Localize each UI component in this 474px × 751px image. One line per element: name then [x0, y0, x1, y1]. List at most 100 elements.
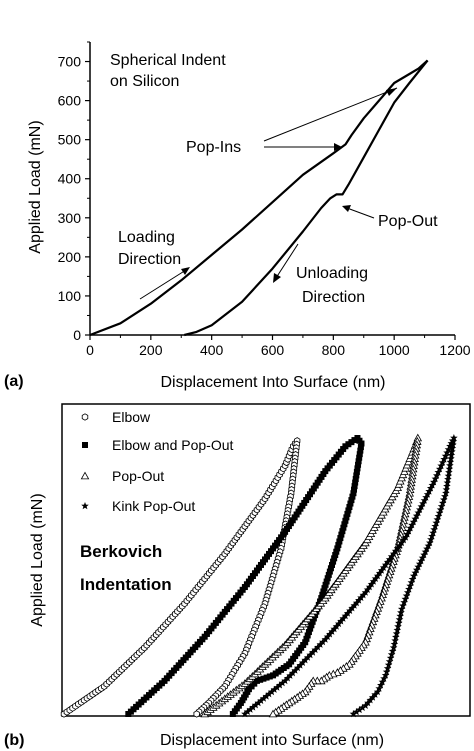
panel-a-title-line1: Spherical Indent [110, 52, 226, 69]
data-point [293, 663, 302, 672]
data-point [351, 437, 358, 444]
data-point [435, 509, 444, 517]
data-point [438, 499, 447, 507]
data-point [401, 533, 410, 541]
data-point [308, 622, 315, 629]
data-point [303, 653, 312, 661]
panel-a-label: (a) [4, 373, 24, 390]
data-point [326, 630, 334, 638]
data-point [380, 674, 388, 682]
data-point [440, 455, 448, 463]
data-point [384, 661, 393, 669]
data-point [449, 437, 458, 445]
data-point [405, 585, 413, 593]
data-point [357, 444, 364, 451]
data-point [395, 619, 403, 627]
data-point [309, 618, 316, 625]
data-point [350, 490, 357, 497]
data-point [307, 625, 314, 632]
data-point [448, 444, 457, 452]
x-tick-label: 1200 [439, 342, 470, 358]
legend-marker-pop-out [80, 471, 90, 480]
data-point [306, 651, 314, 659]
data-point [340, 524, 347, 531]
berkovich-label-line1: Berkovich [80, 542, 162, 561]
data-point [375, 684, 383, 692]
berkovich-label-line2: Indentation [80, 575, 172, 594]
unloading-arrow [275, 243, 299, 279]
data-point [348, 497, 355, 504]
data-point [341, 612, 350, 620]
data-point [371, 690, 379, 698]
x-tick-label: 600 [261, 342, 285, 358]
data-point [343, 514, 350, 521]
data-point [332, 622, 341, 630]
data-point [316, 640, 325, 648]
data-point [393, 626, 402, 634]
data-point [352, 599, 361, 607]
y-tick-label: 0 [73, 327, 81, 343]
panel-a-curves [89, 59, 429, 337]
data-point [301, 656, 309, 664]
data-point [446, 461, 454, 469]
data-point [397, 605, 406, 613]
data-point [437, 502, 446, 510]
panel-a-x-label: Displacement Into Surface (nm) [161, 374, 386, 391]
data-point [355, 705, 364, 714]
data-point [431, 522, 439, 530]
legend-marker-symbol [82, 442, 88, 448]
data-point [303, 635, 310, 642]
unloading-arrowhead [273, 273, 281, 283]
data-point [330, 625, 338, 633]
data-point [444, 445, 453, 453]
data-point [342, 443, 349, 450]
data-point [434, 468, 442, 476]
data-point [429, 528, 437, 537]
data-point [337, 535, 344, 542]
data-point [389, 643, 398, 651]
data-point [260, 675, 267, 682]
data-point [354, 465, 361, 472]
pop-ins-arrowhead-lower [334, 143, 342, 151]
data-point [330, 558, 337, 565]
data-point [265, 690, 273, 698]
data-point [311, 645, 320, 654]
data-point [193, 710, 200, 718]
data-point [430, 525, 438, 533]
data-point [357, 447, 364, 454]
data-point [427, 535, 435, 543]
data-point [377, 681, 385, 689]
y-tick-label: 100 [58, 288, 82, 304]
data-point [286, 671, 294, 679]
panel-a-title-line2: on Silicon [110, 73, 179, 90]
data-point [270, 685, 279, 693]
data-point [356, 454, 363, 461]
data-point [329, 561, 335, 568]
y-tick-label: 300 [58, 210, 82, 226]
data-point [339, 614, 347, 622]
data-point [445, 465, 454, 473]
data-point [441, 492, 449, 500]
data-point [357, 593, 365, 601]
data-point [343, 609, 352, 617]
data-point [432, 519, 441, 527]
data-point [446, 458, 455, 466]
data-point [346, 504, 353, 510]
panel-a: 0 200 400 600 800 1000 1200 0 100 200 300 400 500 60… [4, 41, 471, 391]
data-point [442, 485, 451, 493]
legend-marker-kink-pop-out [81, 502, 89, 510]
data-point [229, 711, 236, 717]
data-point [355, 461, 362, 468]
data-point [325, 571, 332, 578]
panel-b-x-label: Displacement into Surface (nm) [160, 732, 384, 749]
y-tick-label: 700 [58, 54, 82, 70]
data-point [326, 568, 333, 575]
data-point [418, 553, 427, 562]
data-point [268, 709, 278, 718]
legend-marker-elbow [81, 413, 89, 421]
data-point [243, 707, 252, 715]
legend-marker-elbow-and-pop-out [82, 442, 88, 448]
data-point [416, 505, 424, 513]
data-point [298, 658, 307, 666]
x-tick-label: 400 [200, 342, 224, 358]
